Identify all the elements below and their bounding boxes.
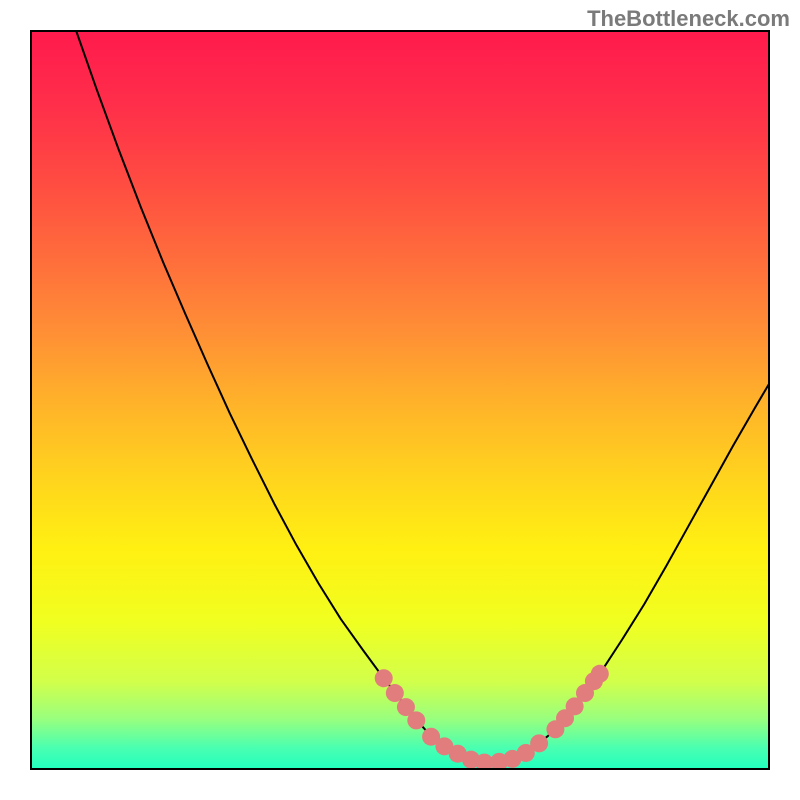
marker-point: [530, 734, 548, 752]
marker-point: [591, 665, 609, 683]
marker-point: [407, 711, 425, 729]
marker-point: [375, 669, 393, 687]
chart-background: [30, 30, 770, 770]
watermark-text: TheBottleneck.com: [587, 6, 790, 32]
plot-area: [30, 30, 770, 770]
chart-svg: [30, 30, 770, 770]
chart-container: TheBottleneck.com: [0, 0, 800, 800]
marker-point: [386, 684, 404, 702]
